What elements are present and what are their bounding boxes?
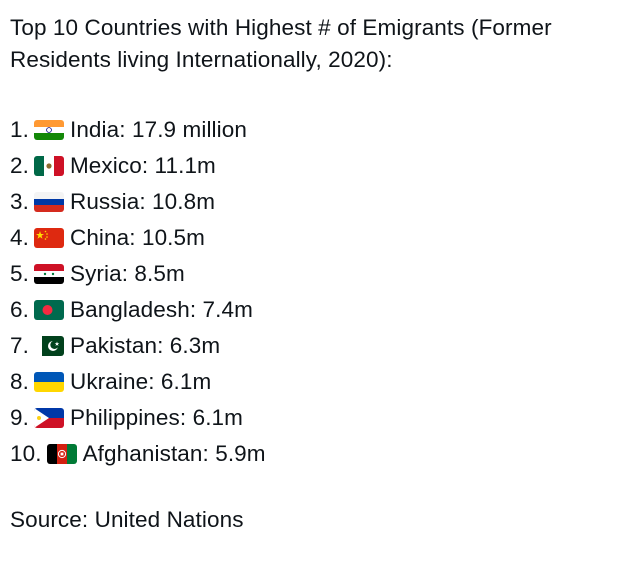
list-item: 9. Philippines: 6.1m <box>10 400 620 436</box>
rank-number: 2. <box>10 153 29 178</box>
post-body: Top 10 Countries with Highest # of Emigr… <box>10 12 620 536</box>
list-item: 7. Pakistan: 6.3m <box>10 328 620 364</box>
post-title: Top 10 Countries with Highest # of Emigr… <box>10 15 552 72</box>
list-item-text: India: 17.9 million <box>69 117 247 142</box>
list-item-text: Bangladesh: 7.4m <box>69 297 253 322</box>
list-item: 6. Bangladesh: 7.4m <box>10 292 620 328</box>
list-item-text: Philippines: 6.1m <box>69 405 244 430</box>
list-item: 5. Syria: 8.5m <box>10 256 620 292</box>
list-item-text: Russia: 10.8m <box>69 189 216 214</box>
ukraine-flag-icon <box>33 372 64 392</box>
rank-number: 6. <box>10 297 29 322</box>
rank-number: 9. <box>10 405 29 430</box>
list-item: 10. Afghanistan: 5.9m <box>10 436 620 472</box>
list-item-text: Syria: 8.5m <box>69 261 185 286</box>
bangladesh-flag-icon <box>33 300 64 320</box>
rank-number: 10. <box>10 441 42 466</box>
list-item: 2. Mexico: 11.1m <box>10 148 620 184</box>
country-list: 1. India: 17.9 million 2. Mexico: 11.1m … <box>10 112 620 472</box>
rank-number: 5. <box>10 261 29 286</box>
syria-flag-icon <box>33 264 64 284</box>
rank-number: 7. <box>10 333 29 358</box>
afghanistan-flag-icon <box>46 444 77 464</box>
russia-flag-icon <box>33 192 64 212</box>
rank-number: 8. <box>10 369 29 394</box>
mexico-flag-icon <box>33 156 64 176</box>
list-item-text: China: 10.5m <box>69 225 205 250</box>
india-flag-icon <box>33 120 64 140</box>
list-item-text: Afghanistan: 5.9m <box>82 441 266 466</box>
list-item-text: Mexico: 11.1m <box>69 153 216 178</box>
rank-number: 4. <box>10 225 29 250</box>
philippines-flag-icon <box>33 408 64 428</box>
rank-number: 3. <box>10 189 29 214</box>
list-item: 8. Ukraine: 6.1m <box>10 364 620 400</box>
rank-number: 1. <box>10 117 29 142</box>
list-item: 3. Russia: 10.8m <box>10 184 620 220</box>
list-item-text: Ukraine: 6.1m <box>69 369 212 394</box>
pakistan-flag-icon <box>33 336 64 356</box>
list-item-text: Pakistan: 6.3m <box>69 333 221 358</box>
source-text: Source: United Nations <box>10 507 244 532</box>
list-item: 4. China: 10.5m <box>10 220 620 256</box>
china-flag-icon <box>33 228 64 248</box>
list-item: 1. India: 17.9 million <box>10 112 620 148</box>
